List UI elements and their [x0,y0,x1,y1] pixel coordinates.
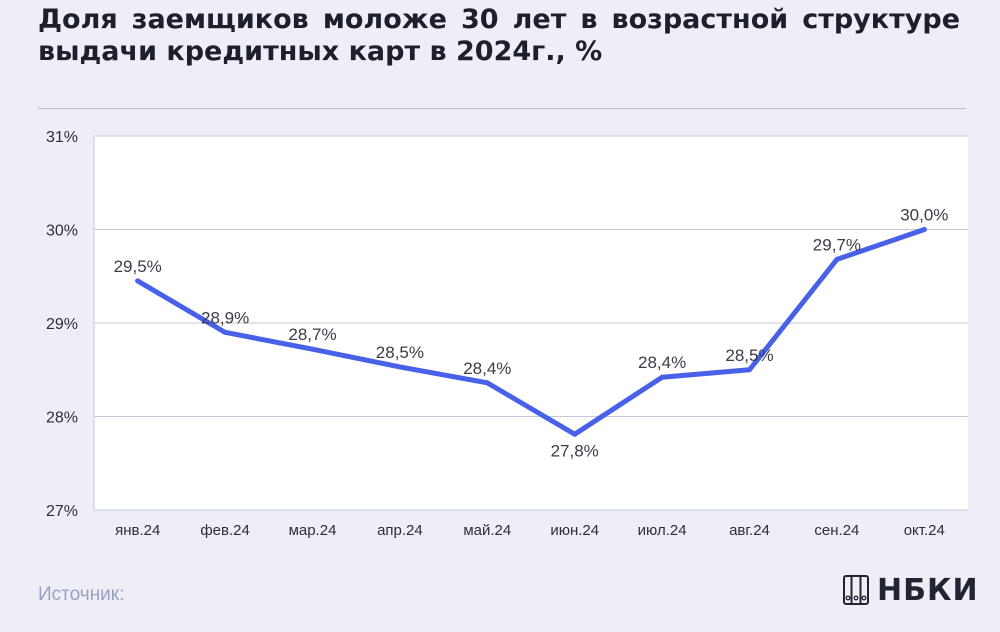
x-tick-label: фев.24 [200,522,250,539]
x-tick-label: янв.24 [115,522,160,539]
data-labels: 29,5% 28,9% 28,7% 28,5% 28,4% 27,8% 28,4% 28,5%… [114,206,949,461]
y-axis-ticks: 27% 28% 29% 30% 31% [46,129,78,520]
brand-logo: НБКИ [843,572,979,608]
gridlines [93,135,968,511]
data-point [310,346,315,352]
data-point [747,367,752,373]
x-tick-label: окт.24 [904,522,945,539]
data-label: 29,5% [114,257,162,276]
data-point [484,380,490,386]
x-tick-label: май.24 [463,522,511,539]
logo-text: НБКИ [877,572,979,608]
data-point [222,329,228,335]
x-tick-label: авг.24 [729,522,770,539]
data-label: 28,4% [638,353,686,372]
data-point [834,256,840,262]
data-point [921,227,927,232]
nbki-logo-icon [843,575,869,605]
x-tick-label: сен.24 [814,522,859,539]
data-label: 28,5% [725,346,773,365]
data-label: 30,0% [900,206,948,225]
data-point [572,431,578,437]
x-tick-label: июн.24 [550,522,599,539]
data-point [135,278,141,284]
data-point [659,374,665,380]
y-tick-label: 30% [46,223,78,240]
data-label: 28,4% [463,359,511,378]
y-tick-label: 31% [46,129,78,146]
chart-title: Доля заемщиков моложе 30 лет в возрастно… [38,4,960,67]
data-label: 29,7% [813,235,861,254]
x-tick-label: июл.24 [638,522,687,539]
y-tick-label: 27% [46,503,78,520]
data-label: 28,7% [288,325,336,344]
data-label: 28,5% [376,343,424,362]
series-group [135,227,927,437]
title-divider [38,108,966,109]
y-tick-label: 29% [46,316,78,333]
x-tick-label: апр.24 [377,522,423,539]
data-point [397,364,403,370]
series-line [135,227,927,437]
x-axis-ticks: янв.24 фев.24 мар.24 апр.24 май.24 июн.24 июл.… [115,522,945,539]
data-label: 28,9% [201,308,249,327]
line-chart: 27% 28% 29% 30% 31% янв.24 фев.24 мар.24 апр.24… [46,129,968,539]
data-label: 27,8% [551,441,599,460]
source-label: Источник: [38,584,125,605]
y-tick-label: 28% [46,410,78,427]
x-tick-label: мар.24 [289,522,337,539]
